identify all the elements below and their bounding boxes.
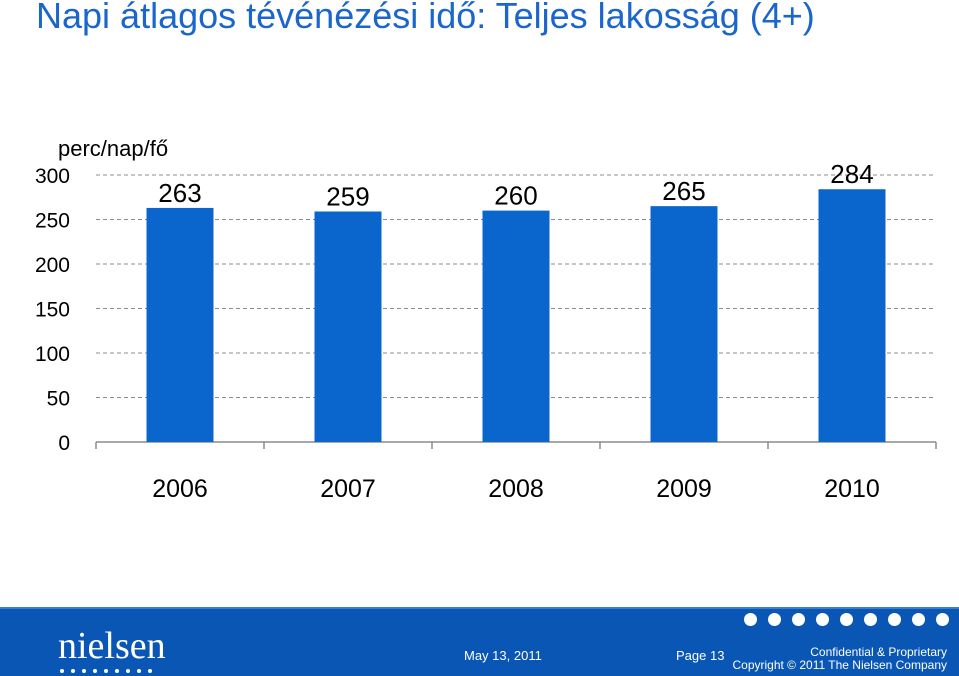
decorative-dots <box>744 613 949 626</box>
dot-icon <box>912 613 925 626</box>
footer-page-number: Page 13 <box>676 648 725 663</box>
logo-dot-icon <box>104 669 108 673</box>
bar <box>818 189 886 442</box>
footer-bar: nielsen May 13, 2011 Page 13 Confidentia… <box>0 607 959 676</box>
data-labels: 263 259 260 265 284 <box>158 159 873 211</box>
dot-icon <box>936 613 949 626</box>
x-tick-label: 2010 <box>824 475 880 503</box>
x-tick-label: 2007 <box>320 475 376 503</box>
dot-icon <box>768 613 781 626</box>
logo-dot-icon <box>137 669 141 673</box>
logo-dot-icon <box>71 669 75 673</box>
bar <box>146 207 214 442</box>
bars <box>146 189 886 442</box>
logo-dot-icon <box>93 669 97 673</box>
x-axis <box>95 441 937 449</box>
y-tick-label: 200 <box>35 254 70 277</box>
category-labels: 2006 2007 2008 2009 2010 <box>152 475 880 503</box>
y-tick-label: 100 <box>35 343 70 366</box>
bar <box>314 211 382 442</box>
footer-date: May 13, 2011 <box>464 648 542 663</box>
x-tick-label: 2009 <box>656 475 712 503</box>
bar <box>482 210 550 442</box>
dot-icon <box>864 613 877 626</box>
data-label: 284 <box>830 159 873 189</box>
bar <box>650 206 718 442</box>
data-label: 265 <box>662 176 705 206</box>
dot-icon <box>816 613 829 626</box>
dot-icon <box>792 613 805 626</box>
y-tick-label: 250 <box>35 210 70 233</box>
footer-confidential: Confidential & Proprietary <box>810 645 947 659</box>
x-tick-label: 2008 <box>488 475 544 503</box>
dot-icon <box>744 613 757 626</box>
logo-dot-icon <box>60 669 64 673</box>
y-tick-label: 150 <box>35 299 70 322</box>
logo-dot-icon <box>115 669 119 673</box>
data-label: 259 <box>326 181 369 211</box>
logo-dot-icon <box>126 669 130 673</box>
data-label: 263 <box>158 178 201 208</box>
y-tick-label: 300 <box>35 165 70 188</box>
dot-icon <box>840 613 853 626</box>
logo-dot-icon <box>82 669 86 673</box>
y-tick-label: 0 <box>58 432 70 455</box>
y-axis-ticks: 0 50 100 150 200 250 300 <box>35 165 70 455</box>
logo-dot-icon <box>148 669 152 673</box>
nielsen-logo: nielsen <box>58 625 166 667</box>
page-title: Napi átlagos tévénézési idő: Teljes lako… <box>36 0 815 36</box>
y-axis-unit-label: perc/nap/fő <box>58 136 168 161</box>
x-tick-label: 2006 <box>152 475 208 503</box>
y-tick-label: 50 <box>47 388 70 411</box>
dot-icon <box>888 613 901 626</box>
footer-divider <box>0 607 959 609</box>
footer-copyright: Copyright © 2011 The Nielsen Company <box>732 658 947 672</box>
logo-dots <box>60 669 152 673</box>
data-label: 260 <box>494 181 537 211</box>
